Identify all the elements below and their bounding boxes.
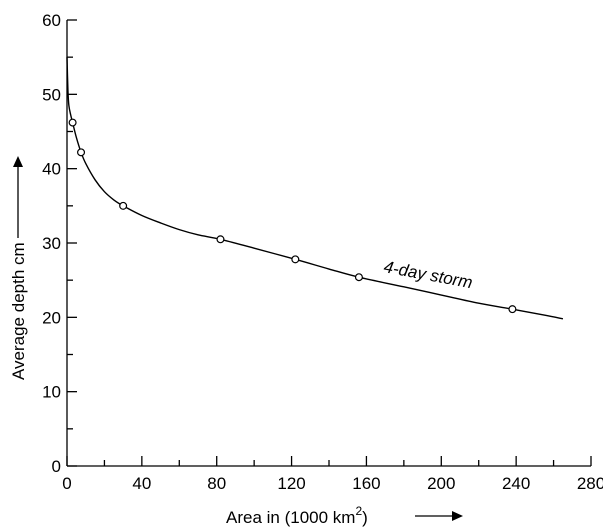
y-axis-title: Average depth cm [9, 242, 28, 380]
ticks [66, 19, 592, 467]
data-point [119, 201, 128, 210]
x-tick-label: 0 [62, 474, 71, 493]
x-tick-label: 40 [132, 474, 151, 493]
axes [66, 20, 591, 467]
data-point [68, 118, 77, 127]
x-tick-label: 200 [427, 474, 455, 493]
x-axis-title-suffix: ) [362, 508, 368, 527]
data-point [354, 273, 363, 282]
x-tick-label: 80 [207, 474, 226, 493]
y-tick-label: 30 [42, 234, 61, 253]
data-points [68, 118, 517, 314]
y-tick-label: 0 [52, 457, 61, 476]
x-axis-title: Area in (1000 km2) [226, 504, 368, 527]
y-tick-label: 50 [42, 85, 61, 104]
x-tick-label: 280 [577, 474, 603, 493]
series-label: 4-day storm [382, 257, 474, 292]
tick-labels: 0 40 80 120 160 200 240 280 0 10 20 30 40 50 60 [42, 11, 603, 493]
x-tick-label: 240 [502, 474, 530, 493]
y-tick-label: 40 [42, 160, 61, 179]
y-tick-label: 20 [42, 308, 61, 327]
y-axis-arrow [13, 156, 23, 238]
x-axis-arrow [415, 511, 463, 521]
x-tick-label: 120 [277, 474, 305, 493]
data-point [291, 255, 300, 264]
data-point [216, 235, 225, 244]
data-point [508, 305, 517, 314]
x-axis-title-superscript: 2 [355, 504, 362, 518]
x-tick-label: 160 [352, 474, 380, 493]
y-tick-label: 10 [42, 383, 61, 402]
data-point [77, 148, 86, 157]
series-curve-4-day-storm [66, 57, 564, 320]
y-tick-label: 60 [42, 11, 61, 30]
